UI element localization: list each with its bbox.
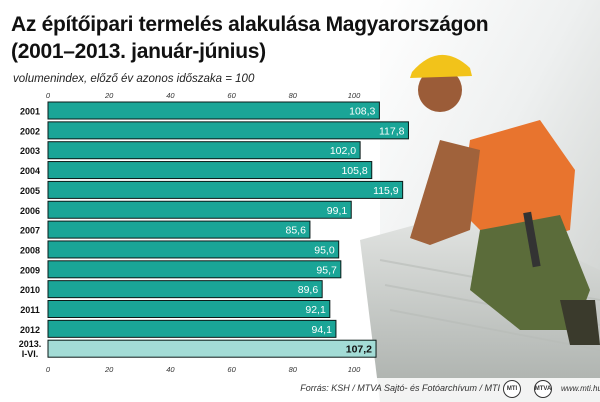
value-label: 108,3 xyxy=(349,106,375,118)
mti-logo: MTI xyxy=(503,380,521,398)
bar-group: 2009 95,7 xyxy=(20,260,342,279)
bar xyxy=(47,220,311,239)
top-axis: 0 20 40 60 80 100 xyxy=(46,91,361,100)
bar-group: 2013.I-VI. 107,2 xyxy=(19,339,377,359)
bar xyxy=(47,200,352,219)
bar-group: 2004 105,8 xyxy=(20,161,373,180)
bar-group: 2005 115,9 xyxy=(20,180,404,199)
category-label: I-VI. xyxy=(22,349,39,359)
bar-group: 2012 94,1 xyxy=(20,319,337,338)
tick-label-top: 100 xyxy=(348,91,361,100)
chart-title-line2: (2001–2013. január-június) xyxy=(11,40,266,63)
bar xyxy=(47,240,340,259)
value-label: 115,9 xyxy=(373,185,399,197)
tick-label-top: 0 xyxy=(46,91,51,100)
category-label: 2004 xyxy=(20,166,40,176)
tick-label-top: 40 xyxy=(166,91,175,100)
value-label: 117,8 xyxy=(379,125,405,137)
bar xyxy=(47,121,409,140)
tick-label-top: 80 xyxy=(289,91,298,100)
value-label: 107,2 xyxy=(346,344,372,356)
bar-group: 2003 102,0 xyxy=(20,141,361,160)
category-label: 2002 xyxy=(20,126,40,136)
value-label: 95,7 xyxy=(316,264,337,276)
category-label: 2010 xyxy=(20,285,40,295)
value-label: 92,1 xyxy=(305,304,326,316)
category-label: 2001 xyxy=(20,107,40,117)
value-label: 85,6 xyxy=(285,225,306,237)
value-label: 105,8 xyxy=(341,165,367,177)
tick-label-bottom: 80 xyxy=(289,365,298,374)
tick-label-bottom: 60 xyxy=(227,365,236,374)
tick-label-bottom: 40 xyxy=(166,365,175,374)
bottom-axis: 0 20 40 60 80 100 xyxy=(46,365,361,374)
bar-group: 2008 95,0 xyxy=(20,240,340,259)
footer-bar xyxy=(0,378,600,402)
website-link[interactable]: www.mti.hu xyxy=(561,384,600,393)
bar xyxy=(47,141,361,160)
bar-group: 2001 108,3 xyxy=(20,101,380,120)
category-label: 2006 xyxy=(20,206,40,216)
bar xyxy=(47,101,380,120)
value-label: 102,0 xyxy=(330,145,356,157)
mtva-logo: MTVA xyxy=(534,380,552,398)
bar-group: 2011 92,1 xyxy=(20,300,331,318)
category-label: 2003 xyxy=(20,146,40,156)
bar xyxy=(47,161,373,180)
tick-label-bottom: 100 xyxy=(348,365,361,374)
value-label: 94,1 xyxy=(312,324,333,336)
bar xyxy=(47,319,337,338)
bar-group: 2002 117,8 xyxy=(20,121,409,140)
category-label: 2012 xyxy=(20,325,40,335)
category-label: 2009 xyxy=(20,265,40,275)
tick-label-bottom: 20 xyxy=(104,365,114,374)
value-label: 99,1 xyxy=(327,205,348,217)
tick-label-top: 20 xyxy=(104,91,114,100)
chart-title-line1: Az építőipari termelés alakulása Magyaro… xyxy=(11,13,489,36)
bar xyxy=(47,300,331,318)
chart-subtitle: volumenindex, előző év azonos időszaka =… xyxy=(13,73,255,85)
category-label: 2011 xyxy=(20,305,40,315)
bar xyxy=(47,339,377,358)
category-label: 2005 xyxy=(20,186,40,196)
bars: 2001 108,3 2002 117,8 2003 102,0 2004 105,8 2005… xyxy=(19,101,409,359)
bar xyxy=(47,180,404,199)
tick-label-top: 60 xyxy=(227,91,236,100)
source-text: Forrás: KSH / MTVA Sajtó- és Fotóarchívu… xyxy=(300,383,500,393)
category-label: 2013. xyxy=(19,339,42,349)
bar-group: 2006 99,1 xyxy=(20,200,352,219)
value-label: 95,0 xyxy=(314,244,335,256)
bar-group: 2010 89,6 xyxy=(20,280,323,299)
value-label: 89,6 xyxy=(298,284,319,296)
category-label: 2007 xyxy=(20,226,40,236)
bar-group: 2007 85,6 xyxy=(20,220,311,239)
bar xyxy=(47,260,342,279)
bar xyxy=(47,280,323,299)
category-label: 2008 xyxy=(20,245,40,255)
tick-label-bottom: 0 xyxy=(46,365,51,374)
